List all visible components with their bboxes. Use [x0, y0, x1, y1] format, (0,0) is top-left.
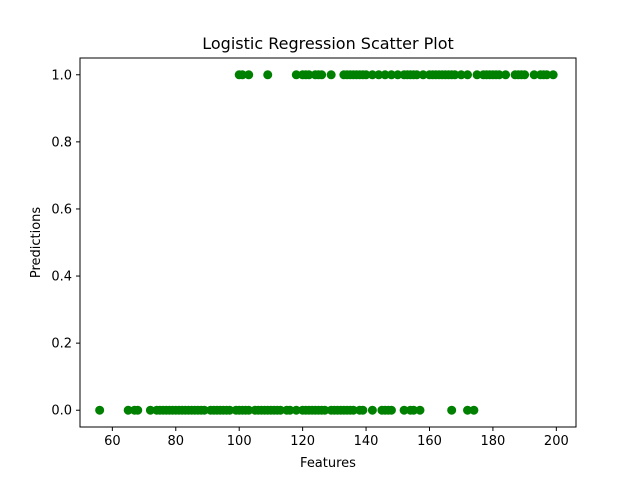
- scatter-point: [361, 70, 371, 80]
- y-tick-label: 0.0: [51, 404, 72, 419]
- scatter-point: [133, 405, 143, 415]
- scatter-point: [456, 70, 466, 80]
- scatter-point: [263, 70, 273, 80]
- y-tick-label: 0.2: [51, 337, 72, 352]
- scatter-point: [494, 70, 504, 80]
- scatter-point: [529, 70, 539, 80]
- x-axis-ticks: 60 80 100 120 140 160 180 200: [104, 427, 569, 449]
- scatter-point: [469, 405, 479, 415]
- scatter-point: [320, 405, 330, 415]
- plot-area-frame: [79, 57, 577, 428]
- x-tick-label: 60: [104, 434, 121, 449]
- scatter-point: [386, 405, 396, 415]
- scatter-point: [399, 405, 409, 415]
- scatter-point: [463, 405, 473, 415]
- y-tick-label: 0.4: [51, 270, 72, 285]
- scatter-point: [291, 70, 301, 80]
- scatter-point: [393, 70, 403, 80]
- scatter-point: [501, 70, 511, 80]
- scatter-point: [348, 405, 358, 415]
- x-tick-label: 80: [168, 434, 185, 449]
- scatter-point: [463, 70, 473, 80]
- scatter-point: [326, 70, 336, 80]
- y-axis-ticks: 0.0 0.2 0.4 0.6 0.8 1.0: [51, 68, 80, 419]
- x-tick-label: 180: [480, 434, 505, 449]
- scatter-point: [415, 405, 425, 415]
- scatter-point: [380, 70, 390, 80]
- scatter-point: [358, 405, 368, 415]
- scatter-point: [304, 70, 314, 80]
- scatter-point: [548, 70, 558, 80]
- scatter-point: [317, 70, 327, 80]
- x-tick-label: 200: [544, 434, 569, 449]
- y-tick-label: 1.0: [51, 68, 72, 83]
- scatter-point: [412, 70, 422, 80]
- scatter-point: [418, 70, 428, 80]
- data-points: [95, 70, 558, 415]
- y-tick-label: 0.6: [51, 202, 72, 217]
- scatter-point: [244, 405, 254, 415]
- scatter-point: [285, 405, 295, 415]
- x-tick-label: 140: [354, 434, 379, 449]
- scatter-point: [472, 70, 482, 80]
- scatter-point: [123, 405, 133, 415]
- scatter-point: [542, 70, 552, 80]
- scatter-point: [374, 70, 384, 80]
- scatter-point: [145, 405, 155, 415]
- scatter-point: [244, 70, 254, 80]
- x-tick-label: 160: [417, 434, 442, 449]
- scatter-point: [95, 405, 105, 415]
- scatter-point: [291, 405, 301, 415]
- x-tick-label: 120: [290, 434, 315, 449]
- scatter-point: [367, 70, 377, 80]
- scatter-point: [237, 70, 247, 80]
- chart-title: Logistic Regression Scatter Plot: [202, 34, 454, 53]
- x-axis-label: Features: [300, 456, 356, 471]
- scatter-point: [275, 405, 285, 415]
- scatter-point: [367, 405, 377, 415]
- scatter-point: [386, 70, 396, 80]
- y-tick-label: 0.8: [51, 135, 72, 150]
- scatter-point: [447, 405, 457, 415]
- scatter-point: [520, 70, 530, 80]
- y-axis-label: Predictions: [29, 207, 44, 279]
- scatter-point: [450, 70, 460, 80]
- scatter-point: [199, 405, 209, 415]
- x-tick-label: 100: [227, 434, 252, 449]
- scatter-point: [409, 405, 419, 415]
- scatter-point: [225, 405, 235, 415]
